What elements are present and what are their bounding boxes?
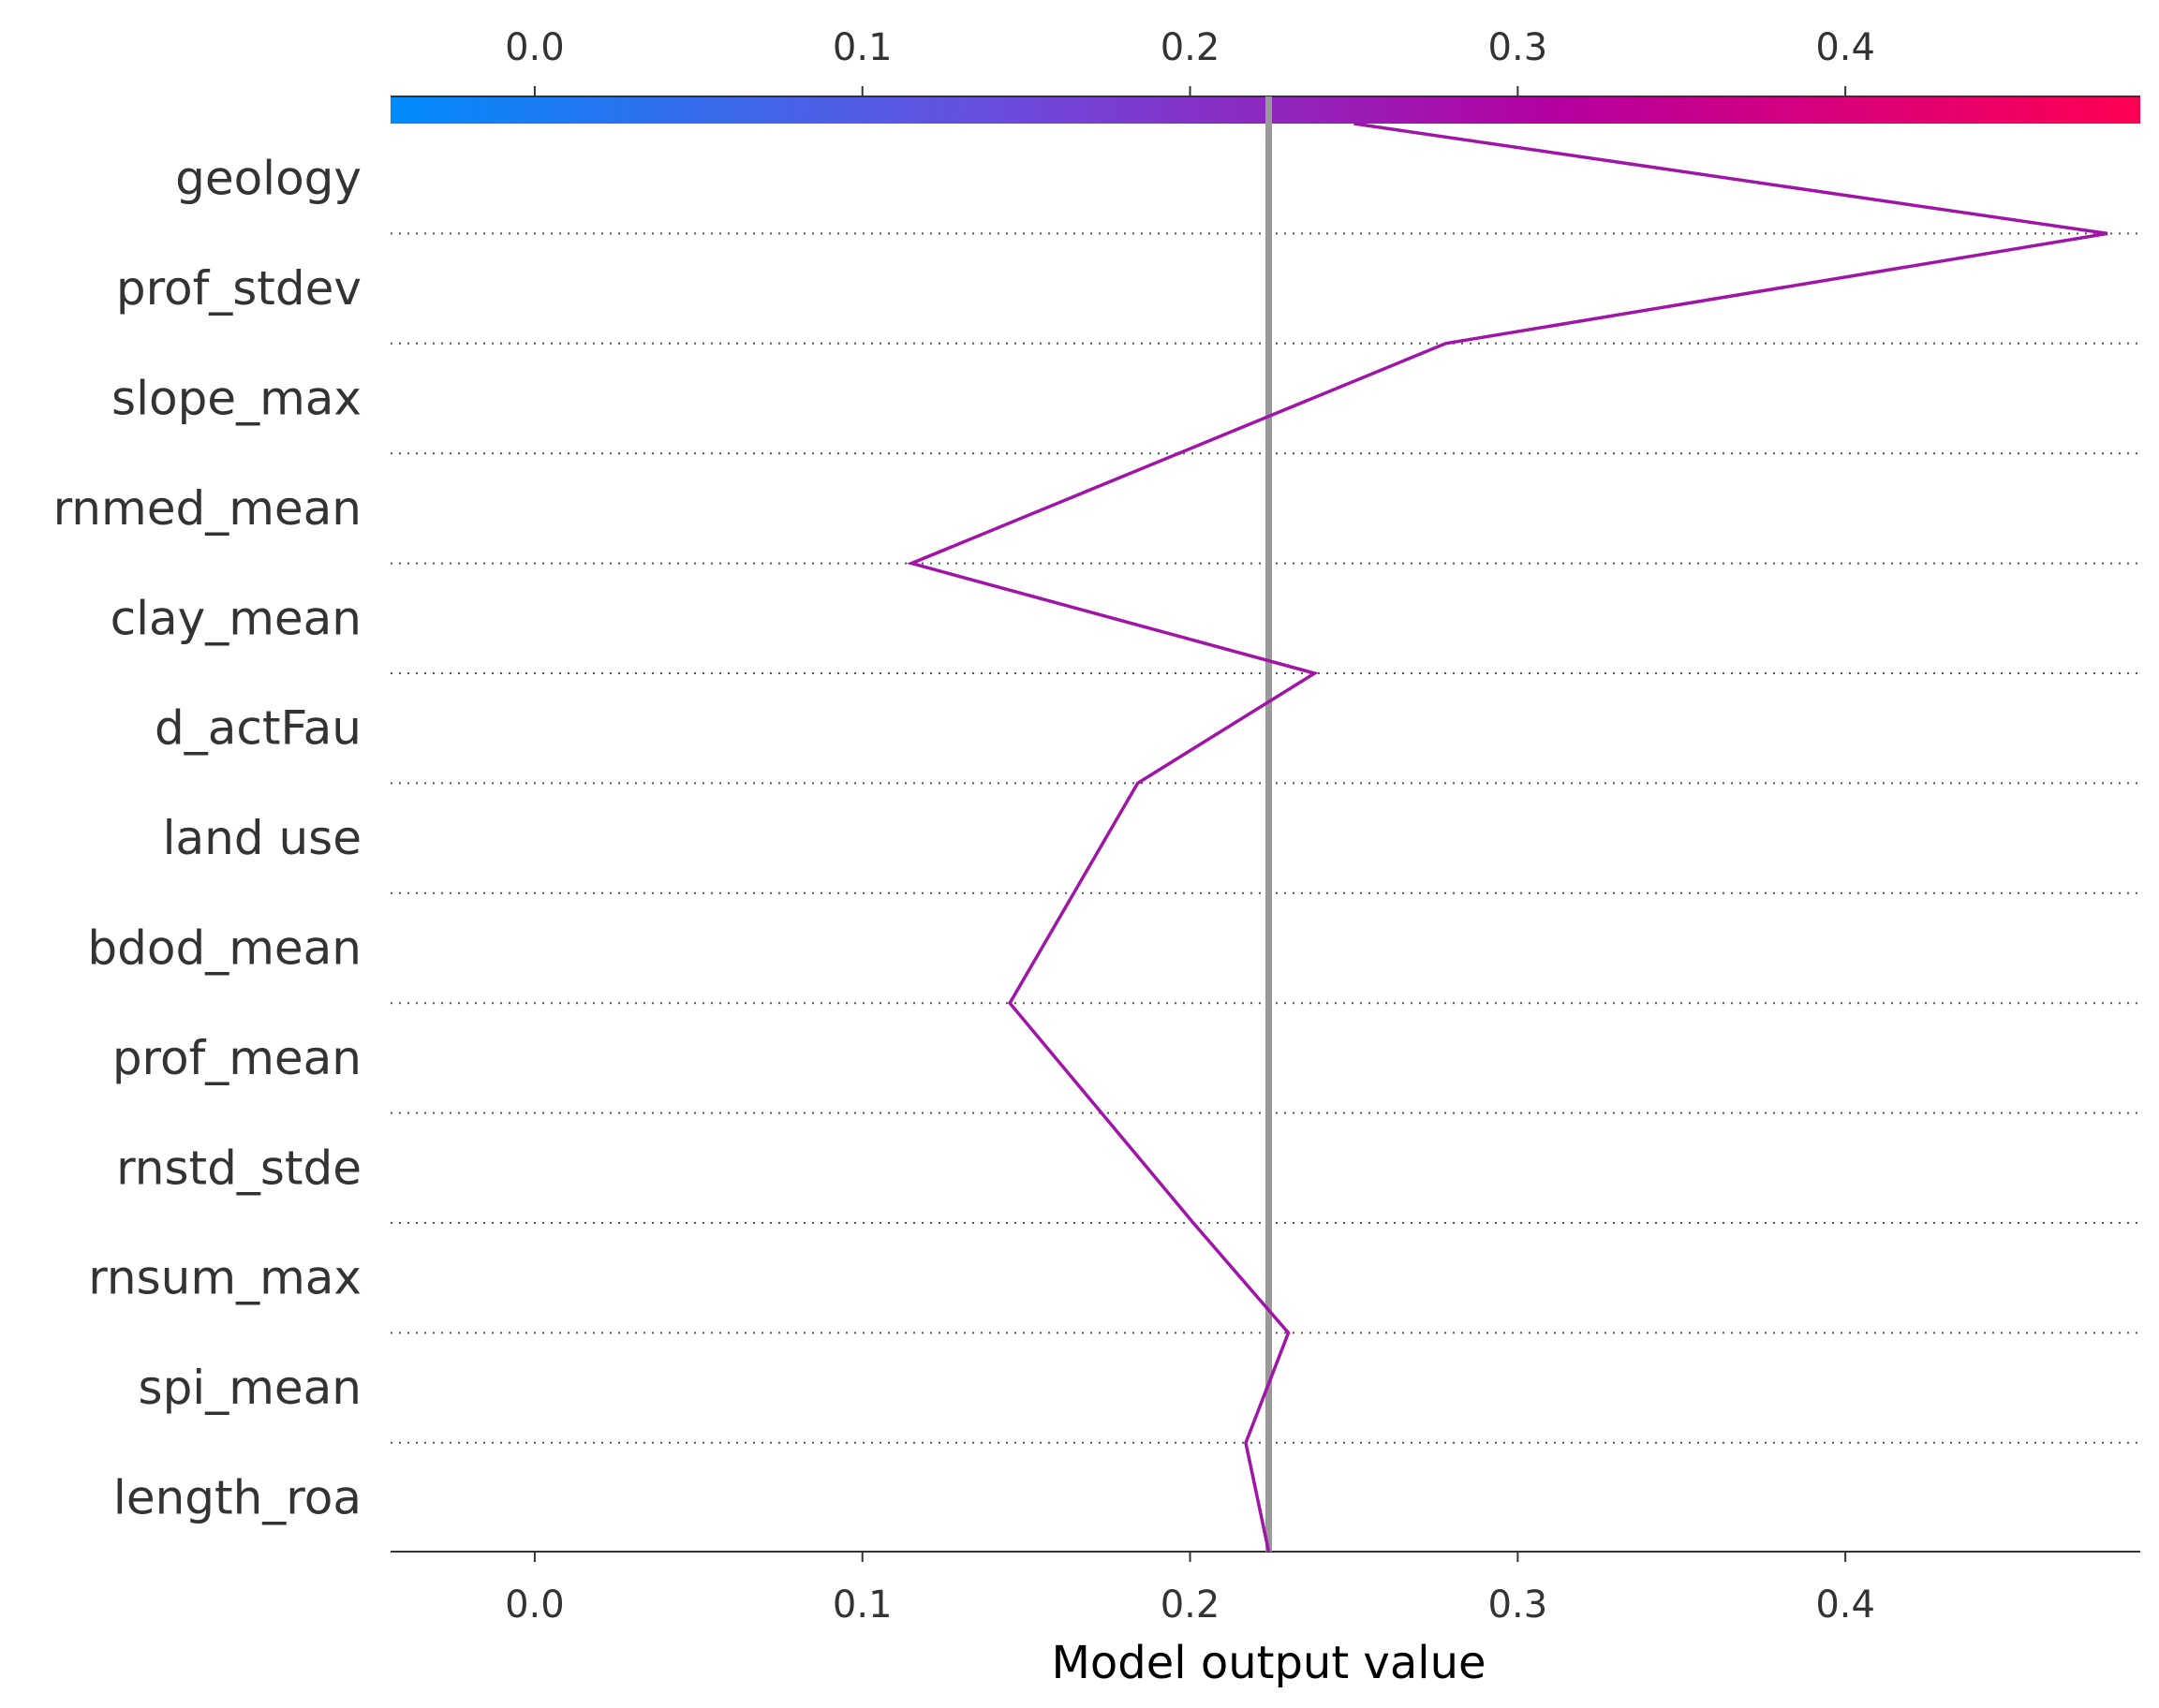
feature-label: length_roa xyxy=(113,1471,362,1525)
feature-label: slope_max xyxy=(111,372,362,426)
feature-label: prof_mean xyxy=(112,1031,362,1085)
feature-label: spi_mean xyxy=(139,1361,362,1415)
bottom-tick-label: 0.0 xyxy=(505,1583,565,1627)
bottom-tick-label: 0.3 xyxy=(1488,1583,1548,1627)
feature-label: land use xyxy=(163,811,362,865)
bottom-tick-label: 0.4 xyxy=(1815,1583,1875,1627)
feature-label: bdod_mean xyxy=(87,921,362,976)
feature-label: d_actFau xyxy=(155,701,362,756)
feature-labels: geology prof_stdev slope_max rnmed_meanclay… xyxy=(53,152,362,1525)
top-tick-label: 0.3 xyxy=(1488,26,1548,69)
feature-label: rnstd_stde xyxy=(116,1141,362,1195)
top-tick-label: 0.1 xyxy=(833,26,893,69)
top-tick-label: 0.4 xyxy=(1815,26,1875,69)
feature-label: geology xyxy=(175,152,362,206)
x-axis-title: Model output value xyxy=(1051,1637,1486,1689)
x-ticks: 0.0 0.0 0.1 0.1 0.2 0.2 0.3 0.3 0.4 0.4 xyxy=(505,26,1875,1627)
top-tick-label: 0.0 xyxy=(505,26,565,69)
top-tick-label: 0.2 xyxy=(1161,26,1220,69)
feature-label: rnmed_mean xyxy=(53,481,362,536)
feature-label: clay_mean xyxy=(111,591,362,645)
feature-label: prof_stdev xyxy=(116,261,362,316)
feature-label: rnsum_max xyxy=(88,1251,362,1305)
decision-path xyxy=(906,122,2108,1553)
bottom-tick-label: 0.2 xyxy=(1161,1583,1220,1627)
bottom-tick-label: 0.1 xyxy=(833,1583,893,1627)
